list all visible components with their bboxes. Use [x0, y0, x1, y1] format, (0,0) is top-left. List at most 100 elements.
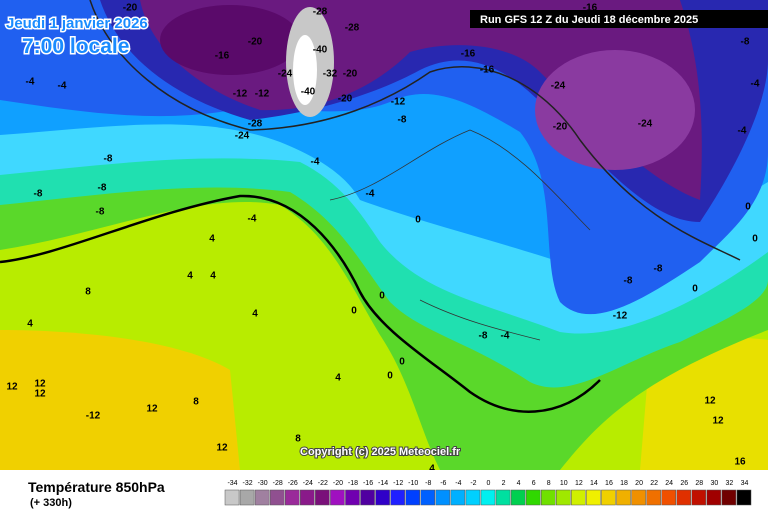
color-swatch — [571, 489, 586, 506]
color-swatch — [405, 489, 420, 506]
scale-label: 0 — [487, 480, 491, 487]
color-swatch — [676, 489, 692, 506]
scale-label: -18 — [348, 480, 358, 487]
contour-label: -8 — [96, 207, 105, 218]
contour-label: -4 — [58, 81, 67, 92]
contour-label: -24 — [235, 131, 250, 142]
scale-label: -28 — [273, 480, 283, 487]
color-swatch — [646, 489, 661, 506]
color-scale: -34 -32 -30 -28 -26 -24 -22 -20 -18 -16 -14 -12 -10-… — [224, 480, 752, 506]
color-swatch — [706, 489, 722, 506]
contour-label: 0 — [745, 202, 751, 213]
scale-label: -8 — [425, 480, 431, 487]
contour-label: -8 — [479, 331, 488, 342]
contour-label: -16 — [480, 65, 495, 76]
contour-label: 4 — [27, 319, 33, 330]
contour-label: -8 — [34, 189, 43, 200]
contour-label: 12 — [712, 416, 724, 427]
scale-label: -34 — [227, 480, 237, 487]
contour-label: -4 — [248, 214, 257, 225]
contour-label: -20 — [248, 37, 263, 48]
scale-label: 14 — [590, 480, 598, 487]
contour-label: 4 — [210, 271, 216, 282]
scale-label: -16 — [363, 480, 373, 487]
color-swatch — [300, 489, 315, 506]
contour-label: -4 — [366, 189, 375, 200]
scale-label: -30 — [258, 480, 268, 487]
contour-label: 0 — [379, 291, 385, 302]
contour-label: -8 — [398, 115, 407, 126]
contour-label: 12 — [6, 382, 18, 393]
contour-label: 8 — [295, 434, 301, 445]
scale-label: 28 — [695, 480, 703, 487]
scale-label: -14 — [378, 480, 388, 487]
color-swatch — [465, 489, 481, 506]
scale-label: -4 — [455, 480, 461, 487]
run-box — [470, 10, 768, 28]
contour-label: -28 — [248, 119, 263, 130]
contour-label: -20 — [343, 69, 358, 80]
contour-label: 0 — [692, 284, 698, 295]
contour-label: -16 — [461, 49, 476, 60]
scale-label: 18 — [620, 480, 628, 487]
color-swatch — [540, 489, 556, 506]
color-swatch — [345, 489, 360, 506]
contour-label: 12 — [146, 404, 158, 415]
contour-labels: -20-16-20-28-28-40-24 -32-40-20-20-12 -12-… — [6, 3, 759, 475]
scale-label: -2 — [470, 480, 476, 487]
scale-label: -10 — [408, 480, 418, 487]
contour-label: -12 — [613, 311, 628, 322]
contour-label: 0 — [351, 306, 357, 317]
contour-label: -8 — [741, 37, 750, 48]
temperature-field — [0, 0, 768, 470]
contour-label: -8 — [624, 276, 633, 287]
color-swatch — [375, 489, 390, 506]
color-swatch — [269, 489, 285, 506]
contour-label: 0 — [399, 357, 405, 368]
contour-label: -28 — [313, 7, 328, 18]
color-swatch — [525, 489, 541, 506]
contour-label: -20 — [123, 3, 138, 14]
contour-label: 8 — [193, 397, 199, 408]
contour-label: 12 — [34, 379, 46, 390]
color-swatch — [616, 489, 631, 506]
color-swatch — [450, 489, 466, 506]
contour-label: -4 — [751, 79, 760, 90]
contour-label: 4 — [187, 271, 193, 282]
legend-title: Température 850hPa — [28, 479, 165, 495]
contour-label: -4 — [501, 331, 510, 342]
contour-label: -24 — [638, 119, 653, 130]
color-swatch — [315, 489, 330, 506]
scale-label: -32 — [243, 480, 253, 487]
contour-label: -12 — [255, 89, 270, 100]
contour-label: 8 — [85, 287, 91, 298]
contour-label: 12 — [34, 389, 46, 400]
contour-label: -40 — [313, 45, 328, 56]
scale-label: 32 — [726, 480, 734, 487]
color-swatch — [601, 489, 616, 506]
color-swatch — [586, 489, 601, 506]
contour-label: 12 — [704, 396, 716, 407]
color-swatch — [224, 489, 240, 506]
color-swatch — [631, 489, 646, 506]
contour-label: -8 — [98, 183, 107, 194]
contour-label: 12 — [216, 443, 228, 454]
contour-label: -24 — [551, 81, 566, 92]
scale-label: -22 — [318, 480, 328, 487]
scale-label: -6 — [440, 480, 446, 487]
color-swatch — [360, 489, 375, 506]
contour-label: -4 — [738, 126, 747, 137]
scale-label: 10 — [560, 480, 568, 487]
contour-label: -24 — [278, 69, 293, 80]
scale-label: 16 — [605, 480, 613, 487]
legend-lead: (+ 330h) — [30, 497, 72, 509]
contour-label: -12 — [233, 89, 248, 100]
contour-label: 4 — [252, 309, 258, 320]
scale-label: 24 — [665, 480, 673, 487]
scale-label: 8 — [547, 480, 551, 487]
contour-label: 4 — [335, 373, 341, 384]
scale-label: 30 — [710, 480, 718, 487]
color-swatch — [284, 489, 300, 506]
